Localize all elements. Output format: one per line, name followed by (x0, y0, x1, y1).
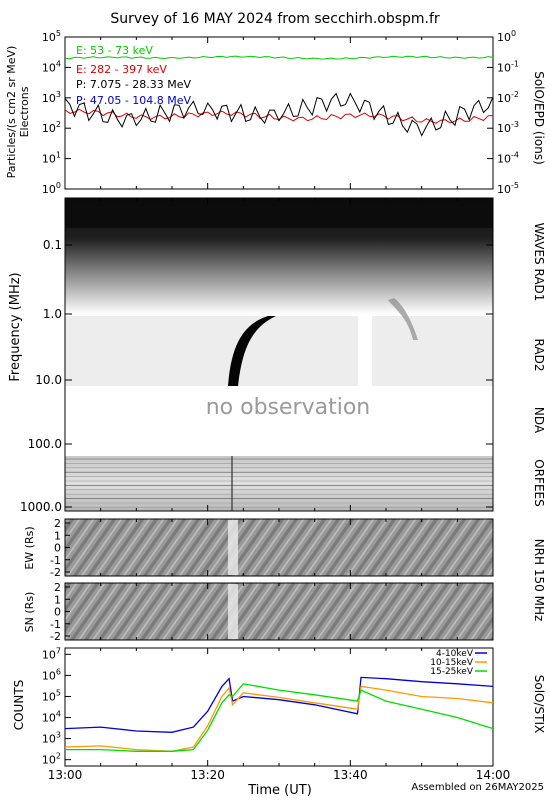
stix-ytick-label: 103 (42, 731, 61, 746)
nrh-sn-image (65, 583, 493, 640)
stix-ytick-label: 105 (42, 688, 61, 703)
rad2-label: RAD2 (532, 339, 546, 372)
radio-ytick-label: 100.0 (28, 437, 62, 451)
nda-label: NDA (532, 407, 546, 434)
radio-ytick-label: 1000.0 (20, 500, 62, 514)
nrh-ytick-label: -1 (50, 618, 61, 631)
epd-legend-green: E: 53 - 73 keV (76, 44, 153, 57)
stix-series-line (65, 683, 494, 752)
epd-legend-blue: P: 47.05 - 104.8 MeV (76, 94, 192, 107)
epd-series (64, 55, 494, 137)
radio-panel: no observation 0.1 1.0 10.0 100.0 1000.0 Fre… (8, 197, 546, 514)
epd-series-line (64, 92, 494, 137)
stix-axis-ticks: 102 103 104 105 106 107 (42, 646, 71, 767)
orfees-label: ORFEES (532, 459, 546, 506)
stix-frame (64, 647, 494, 767)
waves-label: WAVES RAD1 (532, 223, 546, 302)
stix-legend-2: 10-15keV (430, 658, 474, 668)
epd-ylabel-electrons: Electrons (18, 86, 31, 137)
stix-ytick-label: 107 (42, 646, 61, 661)
radio-ylabel: Frequency (MHz) (8, 272, 23, 381)
stix-ylabel: COUNTS (12, 680, 26, 731)
epd-legend-red: E: 282 - 397 keV (76, 63, 167, 76)
epd-ytick-label: 103 (42, 90, 61, 105)
assembled-note: Assembled on 26MAY2025 (411, 782, 544, 793)
epd-frame (64, 36, 494, 190)
time-tick-label: 14:00 (476, 768, 511, 782)
nrh-ew-image (65, 519, 493, 576)
orfees-spectrogram (65, 456, 493, 511)
stix-legend: 4-10keV 10-15keV 15-25keV (430, 649, 487, 677)
rad2-spectrogram (65, 316, 493, 386)
waves-dark-band (65, 198, 493, 228)
nrh-ytick-label: 1 (54, 593, 61, 606)
epd-ytick-label: 105 (42, 29, 61, 44)
nrh-ytick-label: 0 (54, 606, 61, 619)
stix-legend-3: 15-25keV (430, 667, 474, 677)
nrh-right-label: NRH 150 MHz (532, 539, 546, 622)
stix-panel: 102 103 104 105 106 107 4-10keV 10-15keV 15-2… (12, 646, 546, 766)
type-iii-burst-faint (388, 298, 418, 340)
epd-ytick-label: 100 (42, 181, 61, 196)
stix-legend-1: 4-10keV (436, 649, 474, 659)
nrh-ytick-label: 1 (54, 529, 61, 542)
nrh-ew-label: EW (Rs) (23, 526, 36, 569)
epd-right-label: SolO/EPD (ions) (532, 71, 546, 165)
radio-ytick-label: 0.1 (43, 238, 62, 252)
time-tick-label: 13:00 (48, 768, 83, 782)
epd-ytick-right-label: 10-3 (497, 120, 519, 135)
nrh-ytick-label: -1 (50, 554, 61, 567)
epd-ytick-right-label: 10-4 (497, 151, 519, 166)
nrh-ytick-label: 2 (54, 517, 61, 530)
nrh-sn-label: SN (Rs) (23, 592, 36, 633)
epd-ytick-label: 102 (42, 120, 61, 135)
radio-ytick-label: 10.0 (35, 373, 62, 387)
epd-axis-ticks: 100 101 102 103 104 105 10-5 10-4 10-3 10-2 10-1 10… (42, 29, 519, 196)
radio-ytick-label: 1.0 (43, 307, 62, 321)
epd-ytick-label: 101 (42, 151, 61, 166)
stix-ytick-label: 106 (42, 667, 61, 682)
type-iii-burst (228, 316, 276, 386)
epd-panel: 100 101 102 103 104 105 10-5 10-4 10-3 10-2 10-1 10… (5, 29, 546, 196)
orfees-lines (65, 456, 493, 511)
nrh-ytick-label: 2 (54, 581, 61, 594)
epd-ytick-right-label: 10-2 (497, 90, 519, 105)
epd-ylabel: Particles/(s cm2 sr MeV) (5, 46, 18, 179)
nrh-sn-flare (228, 584, 238, 639)
nrh-ytick-label: -2 (50, 566, 61, 579)
epd-ytick-right-label: 10-1 (497, 59, 519, 74)
time-tick-label: 13:40 (333, 768, 368, 782)
rad2-gap (358, 316, 372, 386)
epd-ytick-right-label: 10-5 (497, 181, 519, 196)
time-axis-title: Time (UT) (247, 783, 312, 798)
radio-axis-ticks: 0.1 1.0 10.0 100.0 1000.0 (20, 238, 493, 514)
time-axis-labels: 13:00 13:20 13:40 14:00 (48, 37, 511, 782)
nrh-ew-flare (228, 520, 238, 575)
stix-right-label: SolO/STIX (532, 675, 546, 734)
nrh-ytick-label: -2 (50, 630, 61, 643)
figure-title: Survey of 16 MAY 2024 from secchirh.obsp… (110, 11, 440, 27)
stix-ytick-label: 102 (42, 752, 61, 767)
epd-legend-black: P: 7.075 - 28.33 MeV (76, 78, 192, 91)
nrh-ytick-label: 0 (54, 542, 61, 555)
stix-ytick-label: 104 (42, 710, 61, 725)
epd-ytick-label: 104 (42, 59, 61, 74)
time-tick-label: 13:20 (190, 768, 225, 782)
epd-ytick-right-label: 100 (497, 29, 516, 44)
epd-series-line (64, 55, 494, 60)
stix-series (64, 676, 494, 752)
no-observation-label: no observation (206, 395, 371, 420)
